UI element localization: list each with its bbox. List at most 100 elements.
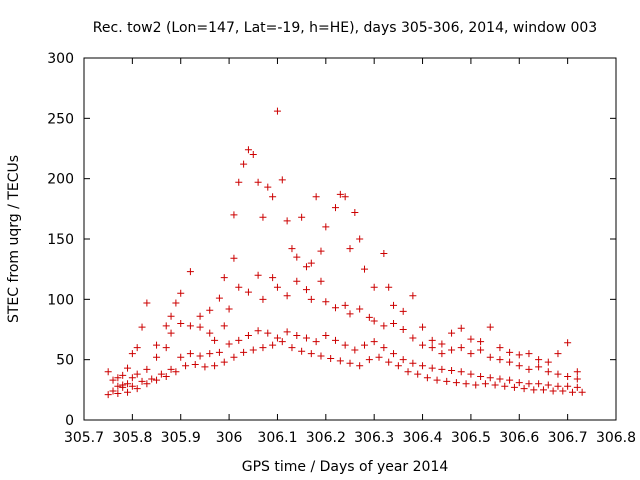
data-point [128, 374, 136, 382]
data-point [293, 332, 301, 340]
data-point [559, 387, 567, 395]
data-point [244, 146, 252, 154]
data-point [244, 332, 252, 340]
data-point [254, 271, 262, 279]
data-point [133, 385, 141, 393]
data-point [370, 338, 378, 346]
data-point [515, 351, 523, 359]
data-point [128, 350, 136, 358]
data-point [259, 213, 267, 221]
data-point [496, 356, 504, 364]
data-point [346, 359, 354, 367]
data-point [269, 274, 277, 282]
data-point [148, 375, 156, 383]
data-point [433, 376, 441, 384]
data-point [331, 336, 339, 344]
data-point [554, 370, 562, 378]
data-point [230, 254, 238, 262]
data-point [230, 211, 238, 219]
data-point [341, 341, 349, 349]
x-tick-label: 305.8 [112, 430, 152, 446]
data-point [225, 305, 233, 313]
data-point [307, 295, 315, 303]
data-point [438, 340, 446, 348]
data-point [370, 283, 378, 291]
y-tick-label: 250 [47, 111, 74, 127]
data-point [317, 352, 325, 360]
data-point [535, 356, 543, 364]
data-point [423, 374, 431, 382]
data-point [506, 348, 514, 356]
data-point [172, 299, 180, 307]
data-point [477, 338, 485, 346]
data-point [182, 362, 190, 370]
data-point [269, 341, 277, 349]
data-point [385, 283, 393, 291]
data-point [138, 377, 146, 385]
x-tick-label: 306.3 [354, 430, 394, 446]
data-point [409, 292, 417, 300]
data-point [264, 183, 272, 191]
data-point [259, 344, 267, 352]
data-point [143, 299, 151, 307]
data-point [254, 327, 262, 335]
data-point [288, 344, 296, 352]
data-point [298, 347, 306, 355]
data-point [361, 265, 369, 273]
data-point [525, 350, 533, 358]
data-point [515, 362, 523, 370]
data-point [235, 336, 243, 344]
data-point [515, 379, 523, 387]
data-point [157, 370, 165, 378]
data-point [457, 368, 465, 376]
data-point [206, 350, 214, 358]
data-point [419, 323, 427, 331]
data-point [390, 319, 398, 327]
data-point [298, 213, 306, 221]
y-tick-label: 150 [47, 232, 74, 248]
data-point [119, 371, 127, 379]
data-point [491, 381, 499, 389]
data-point [457, 324, 465, 332]
data-point [380, 249, 388, 257]
data-point [162, 344, 170, 352]
data-point [249, 346, 257, 354]
x-tick-label: 306.7 [548, 430, 588, 446]
data-point [172, 368, 180, 376]
data-point [365, 313, 373, 321]
data-point [114, 374, 122, 382]
data-point [317, 277, 325, 285]
data-point [457, 344, 465, 352]
data-point [278, 176, 286, 184]
data-point [428, 364, 436, 372]
x-tick-label: 306.8 [596, 430, 636, 446]
data-point [191, 360, 199, 368]
data-point [467, 335, 475, 343]
data-point [133, 370, 141, 378]
x-tick-label: 306.2 [306, 430, 346, 446]
data-point [539, 386, 547, 394]
data-point [346, 245, 354, 253]
data-point [215, 294, 223, 302]
x-tick-label: 306.4 [402, 430, 442, 446]
data-point [448, 329, 456, 337]
data-point [220, 358, 228, 366]
data-point [322, 298, 330, 306]
data-point [273, 107, 281, 115]
data-point [346, 310, 354, 318]
data-point [438, 365, 446, 373]
data-point [544, 381, 552, 389]
data-point [235, 283, 243, 291]
data-point [399, 326, 407, 333]
data-point [201, 363, 209, 371]
data-point [196, 352, 204, 360]
data-point [578, 388, 586, 396]
data-point [467, 370, 475, 378]
data-point [477, 346, 485, 354]
data-point [486, 353, 494, 361]
data-point [351, 346, 359, 354]
y-tick-label: 0 [65, 413, 74, 429]
data-point [119, 383, 127, 391]
data-point [341, 301, 349, 309]
